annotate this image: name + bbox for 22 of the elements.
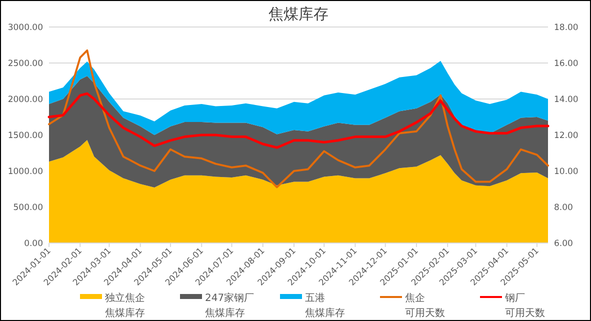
chart-title: 焦煤库存 (268, 5, 328, 23)
y2-tick-label: 6.00 (554, 238, 573, 249)
y2-tick-label: 12.00 (554, 130, 578, 141)
legend-label: 247家钢厂焦煤库存 (205, 292, 254, 319)
legend-label: 独立焦企焦煤库存 (105, 292, 145, 319)
legend-label: 五港焦煤库存 (305, 292, 345, 319)
line-series (48, 49, 549, 188)
y-tick-label: 3000.00 (8, 22, 43, 33)
y2-tick-label: 16.00 (554, 58, 578, 69)
y2-tick-label: 10.00 (554, 166, 578, 177)
line-series (48, 92, 550, 149)
y-tick-label: 2500.00 (8, 58, 43, 69)
legend-label: 焦企可用天数 (405, 292, 445, 319)
y-tick-label: 1500.00 (8, 130, 43, 141)
y2-tick-label: 8.00 (554, 202, 573, 213)
y-tick-label: 2000.00 (8, 94, 43, 105)
legend-label: 钢厂可用天数 (504, 293, 545, 319)
y-tick-label: 500.00 (13, 202, 43, 213)
y2-tick-label: 14.00 (554, 94, 578, 105)
y2-tick-label: 18.00 (554, 22, 578, 33)
y-tick-label: 1000.00 (8, 166, 43, 177)
y-tick-label: 0.00 (24, 238, 43, 249)
